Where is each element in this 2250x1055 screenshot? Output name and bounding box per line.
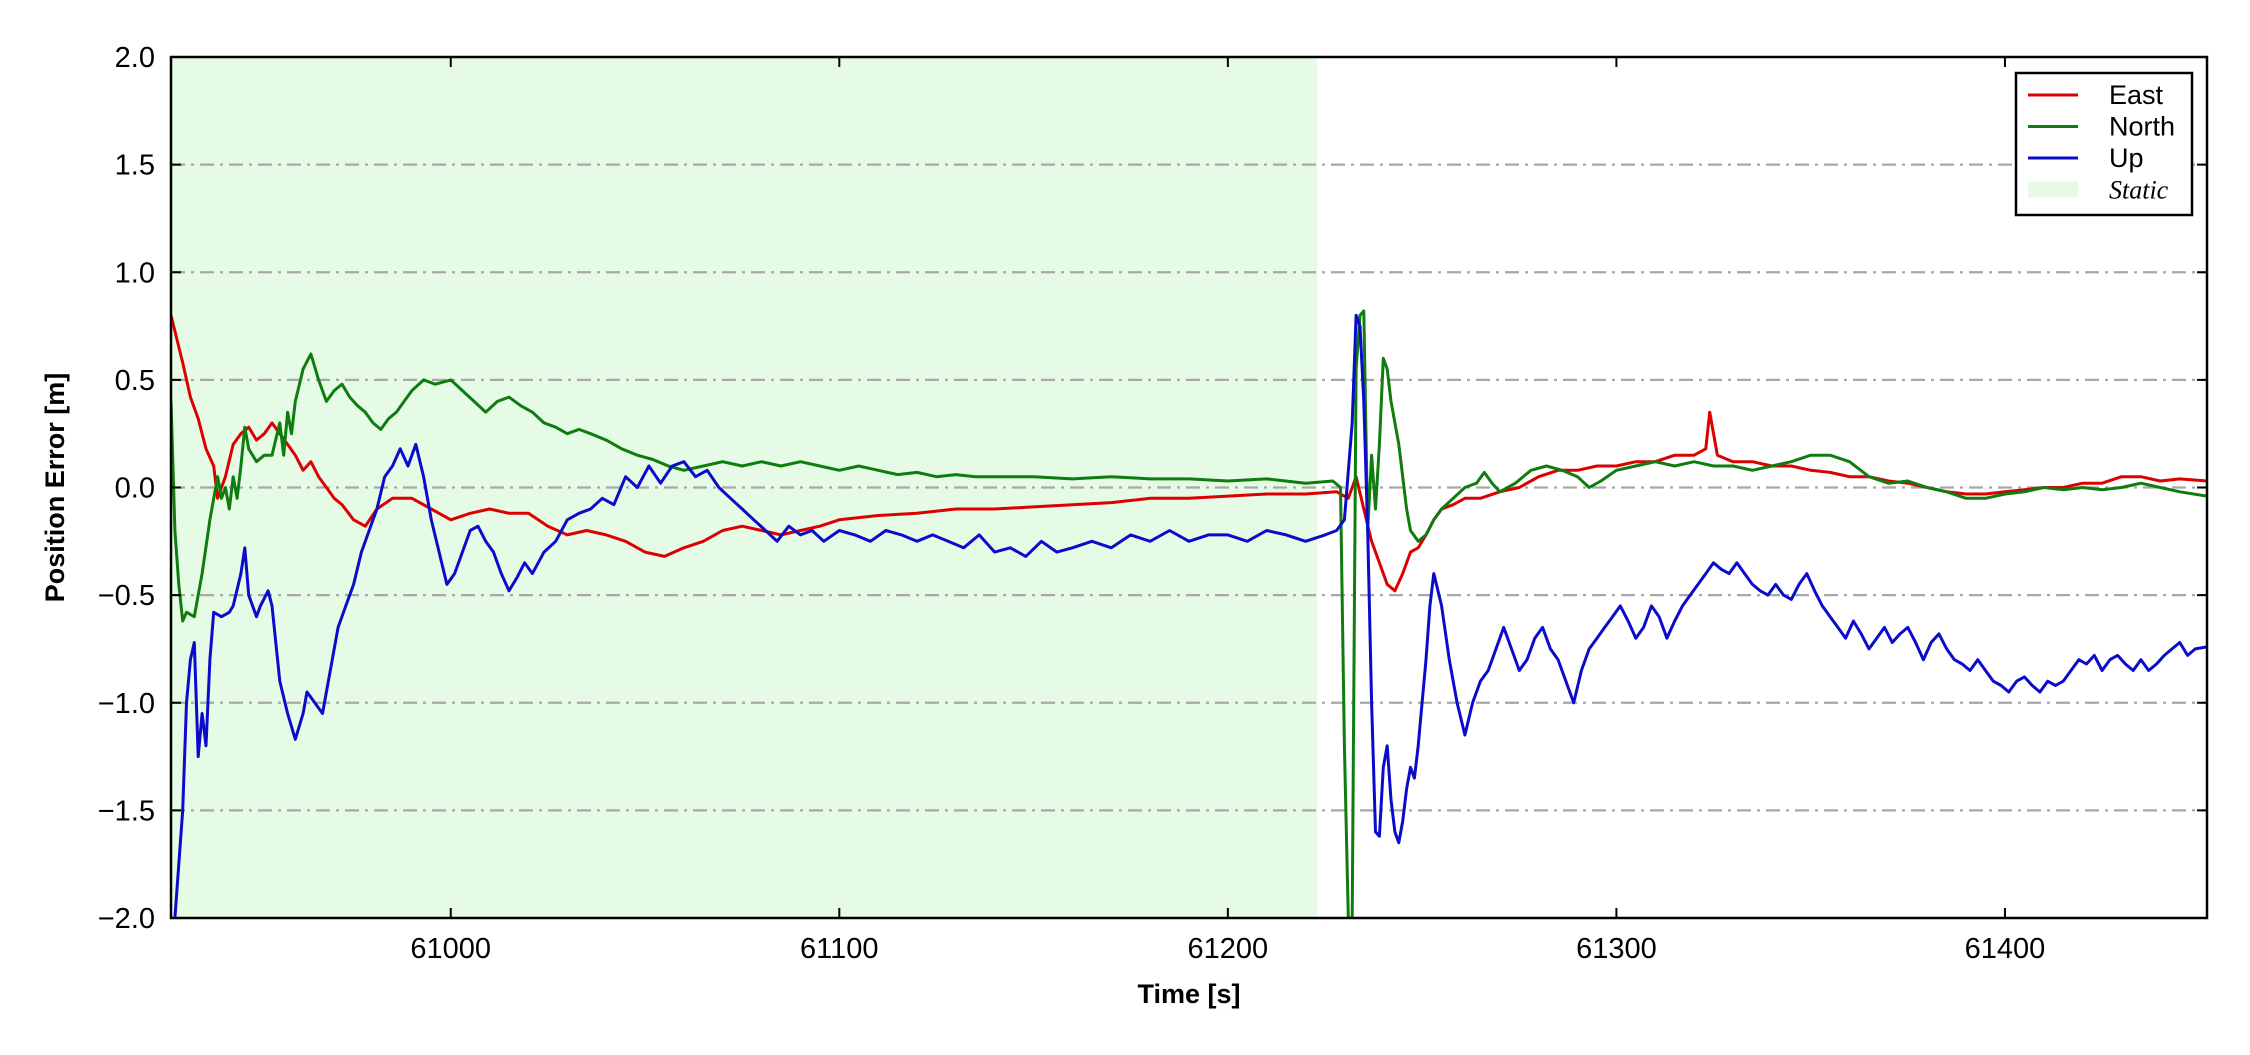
x-tick-label: 61200 — [1188, 933, 1269, 965]
x-axis-title: Time [s] — [1137, 979, 1240, 1009]
x-tick-label: 61100 — [800, 933, 879, 965]
tick-layer: 61000 61100 61200 61300 61400 −2.0 −1.5 −1.0 −0.… — [98, 42, 2207, 965]
legend-label-north: North — [2109, 112, 2175, 142]
x-tick-label: 61400 — [1965, 933, 2046, 965]
y-tick-label: 0.0 — [115, 473, 155, 505]
y-tick-label: −0.5 — [98, 580, 155, 612]
series-layer — [171, 309, 2207, 918]
y-tick-label: 1.5 — [115, 150, 155, 182]
y-tick-label: −1.0 — [98, 688, 155, 720]
y-tick-label: −1.5 — [98, 795, 155, 827]
y-tick-label: −2.0 — [98, 903, 155, 935]
grid-layer — [171, 163, 2207, 812]
y-tick-label: 1.0 — [115, 257, 155, 289]
series-line-north — [171, 309, 2207, 918]
y-tick-label: 0.5 — [115, 365, 155, 397]
y-axis-title: Position Error [m] — [40, 373, 70, 603]
series-line-east — [171, 314, 2207, 593]
legend-label-static: Static — [2109, 176, 2169, 205]
legend-swatch-static — [2028, 181, 2078, 198]
x-tick-label: 61000 — [410, 933, 491, 965]
legend-label-east: East — [2109, 80, 2164, 110]
series-line-up — [173, 313, 2207, 918]
y-tick-label: 2.0 — [115, 42, 155, 74]
x-tick-label: 61300 — [1576, 933, 1657, 965]
legend-label-up: Up — [2109, 143, 2144, 173]
